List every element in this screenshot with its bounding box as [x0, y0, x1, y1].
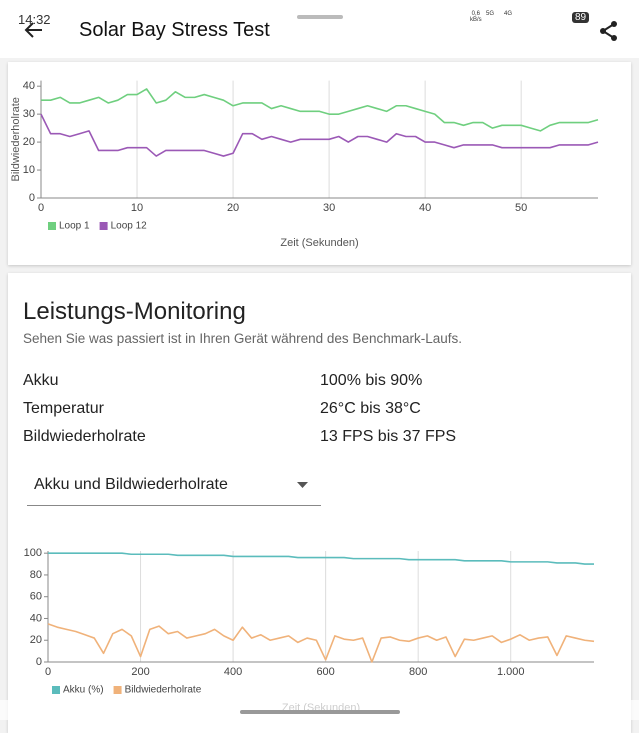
row-label: Akku [23, 372, 59, 389]
y-tick-label: 60 [30, 591, 42, 603]
section-title: Leistungs-Monitoring [23, 298, 246, 325]
notch-handle [297, 15, 343, 19]
legend-swatch [113, 686, 122, 694]
y-tick-label: 100 [24, 547, 42, 559]
network-speed: 0,6 kB/s [470, 11, 482, 23]
series-line [48, 552, 594, 565]
x-tick-label: 50 [515, 202, 527, 214]
row-value: 13 FPS bis 37 FPS [320, 428, 457, 445]
series-line [40, 113, 599, 157]
x-axis-label: Zeit (Sekunden) [280, 237, 358, 249]
row-label: Bildwiederholrate [23, 428, 146, 445]
speed-unit: kB/s [470, 17, 482, 23]
legend-label: Loop 12 [111, 221, 148, 232]
legend-swatch [99, 222, 108, 230]
y-tick-label: 40 [30, 612, 42, 624]
legend-label: Bildwiederholrate [125, 685, 202, 696]
battery: 89 [572, 12, 590, 23]
legend-label: Loop 1 [59, 221, 90, 232]
y-tick-label: 30 [23, 108, 35, 120]
y-tick-label: 20 [23, 136, 35, 148]
legend-swatch [48, 222, 56, 230]
series-line [47, 623, 595, 663]
x-tick-label: 0 [38, 202, 44, 214]
x-tick-label: 20 [227, 202, 239, 214]
y-tick-label: 80 [30, 569, 42, 581]
signal-label: 4G [504, 11, 513, 17]
legend-swatch [52, 686, 60, 694]
x-tick-label: 600 [316, 666, 334, 678]
speed-value: 0,6 [471, 11, 480, 17]
dropdown[interactable]: Akku und Bildwiederholrate [27, 466, 321, 506]
home-indicator [240, 710, 400, 714]
x-tick-label: 0 [45, 666, 51, 678]
share-button[interactable] [598, 20, 620, 42]
page-title: Solar Bay Stress Test [79, 19, 270, 41]
series-line [41, 88, 599, 132]
legend-label: Akku (%) [63, 685, 104, 696]
signal-label: 5G [486, 11, 495, 17]
y-tick-label: 20 [30, 634, 42, 646]
x-tick-label: 200 [131, 666, 149, 678]
row-label: Temperatur [23, 400, 104, 417]
status-time: 14:32 [18, 12, 51, 27]
app-bar [0, 0, 639, 58]
y-tick-label: 10 [23, 164, 35, 176]
x-tick-label: 400 [224, 666, 242, 678]
section-subtitle: Sehen Sie was passiert ist in Ihren Gerä… [23, 331, 462, 346]
monitoring-card [8, 273, 631, 733]
x-tick-label: 1.000 [497, 666, 525, 678]
y-tick-label: 0 [29, 192, 35, 204]
x-tick-label: 40 [419, 202, 431, 214]
y-tick-label: 0 [36, 656, 42, 668]
chart-card [8, 62, 631, 265]
dropdown-label: Akku und Bildwiederholrate [34, 476, 228, 493]
y-axis-label: Bildwiederholrate [10, 97, 22, 181]
dropdown-arrow [297, 482, 308, 488]
x-tick-label: 800 [409, 666, 427, 678]
x-tick-label: 30 [323, 202, 335, 214]
row-value: 26°C bis 38°C [320, 400, 421, 417]
back-button[interactable] [24, 20, 44, 40]
row-value: 100% bis 90% [320, 372, 423, 389]
x-tick-label: 10 [131, 202, 143, 214]
y-tick-label: 40 [23, 80, 35, 92]
